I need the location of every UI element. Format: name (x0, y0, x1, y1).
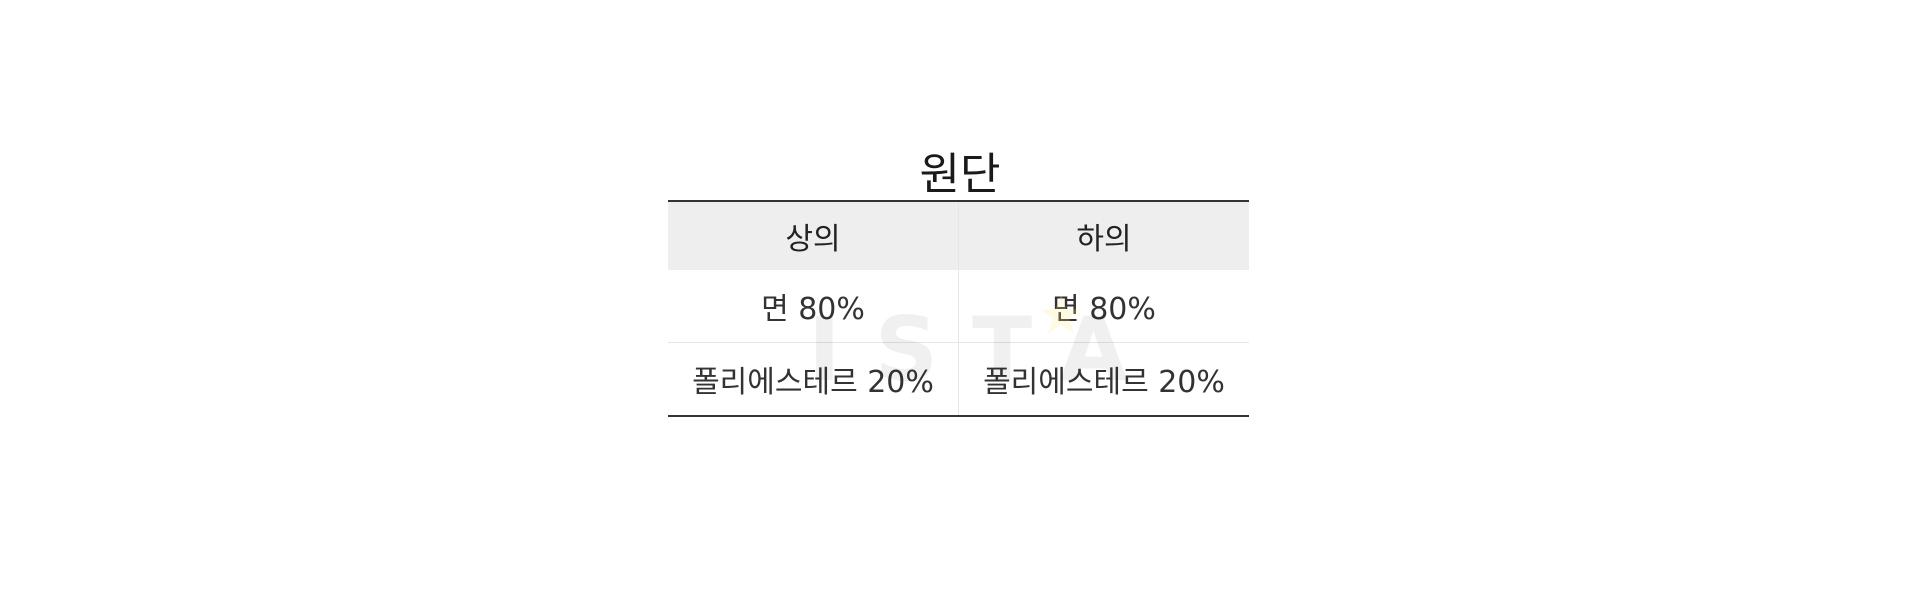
cell-top-polyester: 폴리에스테르 20% (692, 365, 934, 400)
table-header-row: 상의 하의 (668, 201, 1249, 270)
header-top: 상의 (668, 201, 959, 270)
fabric-composition-table: 상의 하의 면 80% 면 80% 폴리에스테르 20% 폴리에스테르 20% (668, 200, 1249, 417)
table-row: 면 80% 면 80% (668, 270, 1249, 343)
table-row: 폴리에스테르 20% 폴리에스테르 20% (668, 342, 1249, 416)
cell-bottom-cotton: 면 80% (958, 270, 1249, 343)
cell-bottom-polyester: 폴리에스테르 20% (958, 342, 1249, 416)
section-title: 원단 (919, 148, 1001, 200)
header-bottom: 하의 (958, 201, 1249, 270)
cell-top-cotton: 면 80% (668, 270, 959, 343)
